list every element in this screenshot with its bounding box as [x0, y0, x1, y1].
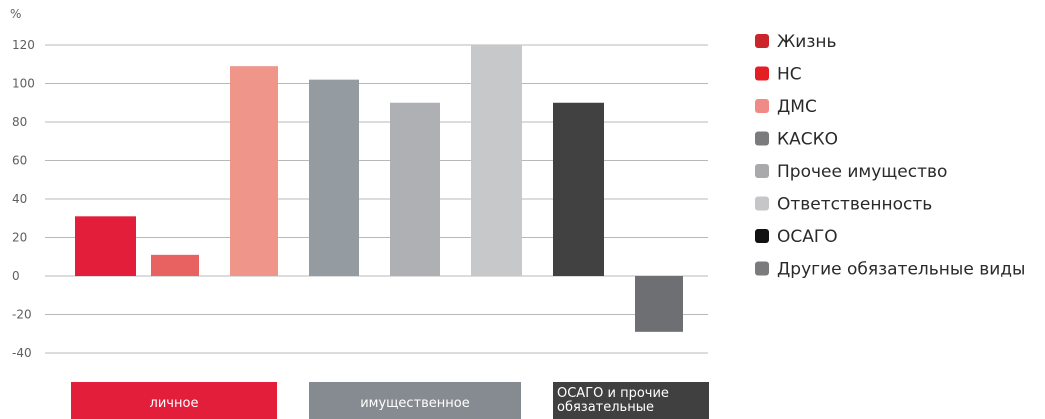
- y-tick-label: 60: [12, 154, 27, 168]
- bar: [309, 79, 359, 277]
- legend-swatch: [755, 131, 769, 146]
- y-tick-label: 20: [12, 231, 27, 245]
- legend-item: Жизнь: [755, 32, 837, 52]
- y-tick-label: -40: [12, 346, 32, 360]
- bar: [151, 254, 199, 276]
- group-label: личное: [150, 396, 199, 411]
- legend-item: ДМС: [755, 97, 817, 117]
- bar: [635, 276, 683, 332]
- group-label: ОСАГО и прочие обязательные: [557, 386, 669, 415]
- y-tick-label: 120: [12, 38, 35, 52]
- unit-label: %: [10, 7, 21, 21]
- legend-swatch: [755, 261, 769, 276]
- y-tick-label: -20: [12, 308, 32, 322]
- legend-swatch: [755, 66, 769, 81]
- legend-swatch: [755, 99, 769, 113]
- legend-label: КАСКО: [777, 130, 838, 150]
- legend-layer: Жизнь НС ДМС КАСКО Прочее имущество Ответстве…: [755, 32, 1025, 280]
- legend-label: Прочее имущество: [777, 162, 947, 182]
- legend-swatch: [755, 196, 769, 211]
- group-box: [309, 382, 521, 419]
- legend-label: НС: [777, 65, 802, 85]
- legend-label: Ответственность: [777, 195, 932, 215]
- bar: [230, 66, 278, 276]
- legend-swatch: [755, 164, 769, 178]
- legend-swatch: [755, 34, 769, 48]
- legend-label: Другие обязательные виды: [777, 260, 1025, 280]
- y-tick-label: 0: [12, 269, 20, 283]
- legend-label: ОСАГО: [777, 227, 838, 247]
- y-tick-label: 40: [12, 192, 27, 206]
- legend-item: Прочее имущество: [755, 162, 947, 182]
- y-tick-label: 80: [12, 115, 27, 129]
- legend-item: НС: [755, 65, 802, 85]
- legend-item: Ответственность: [755, 195, 932, 215]
- legend-label: ДМС: [777, 97, 817, 117]
- bar: [471, 45, 522, 276]
- group-box: [553, 382, 709, 419]
- legend-label: Жизнь: [777, 32, 837, 52]
- legend-item: ОСАГО: [755, 227, 838, 247]
- bar: [390, 102, 440, 276]
- group-label: имущественное: [360, 396, 470, 411]
- y-tick-label: 100: [12, 77, 35, 91]
- legend-swatch: [755, 229, 769, 243]
- groups-layer: личное имущественное ОСАГО и прочие обязате…: [71, 382, 709, 419]
- bar: [553, 102, 604, 276]
- bar: [75, 216, 136, 276]
- legend-item: КАСКО: [755, 130, 838, 150]
- bars-layer: [75, 45, 683, 332]
- group-box: [71, 382, 277, 419]
- grid-layer: 120 100 80 60 40 20 0 -20 -40: [12, 38, 708, 360]
- legend-item: Другие обязательные виды: [755, 260, 1025, 280]
